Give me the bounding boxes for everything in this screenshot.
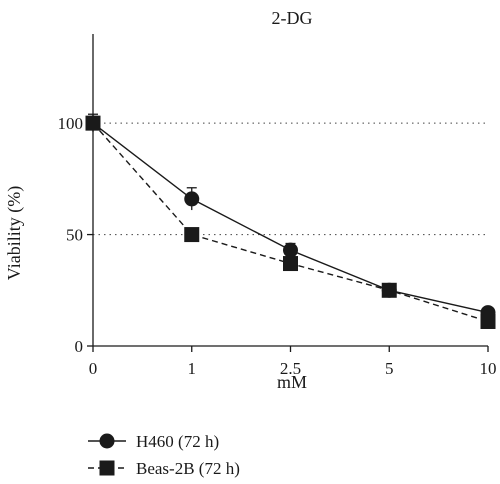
x-ticks: 0 1 2.5 5 10 [89,346,497,378]
legend-label: H460 (72 h) [136,432,219,451]
legend-marker [99,433,115,449]
legend-item: H460 (72 h) [88,432,219,451]
legend: H460 (72 h) Beas-2B (72 h) [88,432,240,478]
x-tick-label: 5 [385,359,394,378]
data-point [283,256,298,272]
data-point [381,282,397,298]
gridlines [93,122,488,236]
legend-label: Beas-2B (72 h) [136,459,240,478]
data-point [283,242,298,258]
x-axis-label: mM [277,372,307,392]
y-tick-label: 50 [66,226,83,245]
series-line [92,122,489,323]
series-beas-2b [85,115,496,329]
y-tick-label: 100 [58,114,84,133]
data-point [480,313,496,329]
x-tick-label: 2.5 [280,359,301,378]
y-tick-label: 0 [75,337,84,356]
plot-series [85,113,496,329]
y-ticks: 0 50 100 [58,114,93,356]
legend-item: Beas-2B (72 h) [88,459,240,478]
x-tick-label: 0 [89,359,98,378]
data-point [184,227,200,243]
series-h460 [85,113,496,321]
x-tick-label: 10 [480,359,497,378]
chart-title: 2-DG [272,8,313,28]
y-axis-label: Viability (%) [4,186,25,280]
data-point [184,191,200,207]
legend-marker [99,460,115,476]
x-tick-label: 1 [188,359,197,378]
data-point [85,115,101,131]
series-line [92,122,489,314]
